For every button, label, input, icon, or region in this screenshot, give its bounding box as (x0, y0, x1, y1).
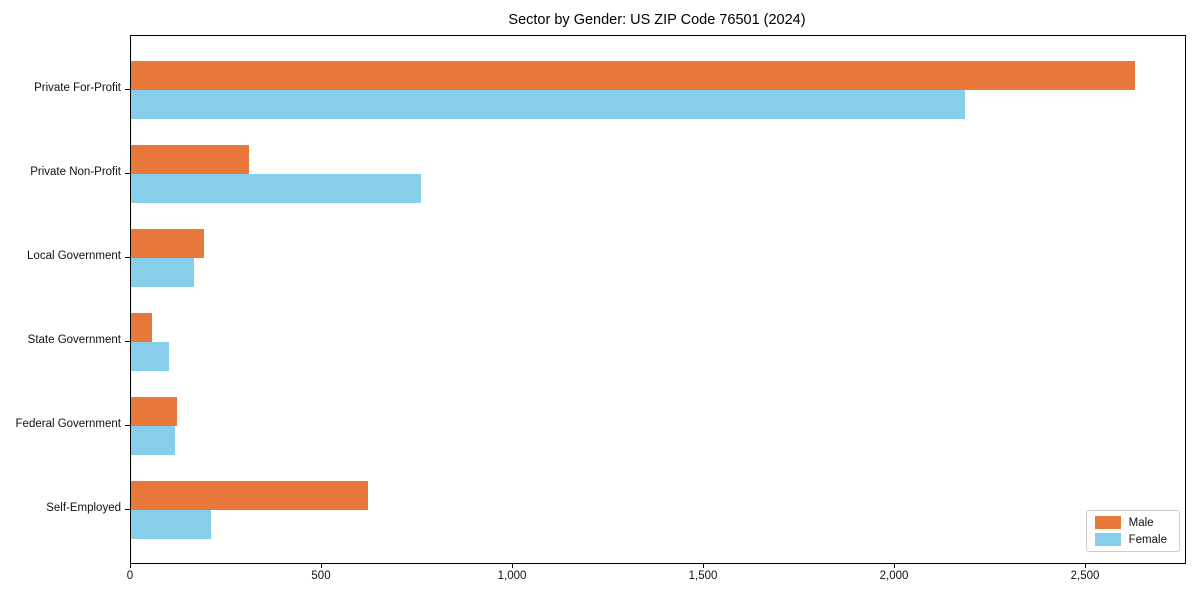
legend: Male Female (1085, 510, 1180, 552)
chart-title: Sector by Gender: US ZIP Code 76501 (202… (508, 12, 806, 28)
bar-female-state-government (131, 342, 169, 371)
xtick-mark-2,500 (1085, 563, 1086, 568)
xtick-mark-1,000 (512, 563, 513, 568)
plot-area (130, 35, 1186, 564)
ytick-mark-state-government (125, 341, 130, 342)
legend-entry-male: Male (1094, 516, 1167, 529)
ytick-label-private-non-profit: Private Non-Profit (30, 166, 121, 178)
bar-female-private-non-profit (131, 174, 421, 203)
bar-female-federal-government (131, 426, 175, 455)
xtick-mark-2,000 (894, 563, 895, 568)
ytick-mark-federal-government (125, 425, 130, 426)
ytick-mark-self-employed (125, 509, 130, 510)
xtick-mark-1,500 (703, 563, 704, 568)
xtick-mark-500 (321, 563, 322, 568)
ytick-label-state-government: State Government (27, 334, 121, 346)
ytick-label-federal-government: Federal Government (15, 418, 121, 430)
legend-label-female: Female (1128, 533, 1167, 546)
ytick-mark-private-for-profit (125, 89, 130, 90)
xtick-label-1,500: 1,500 (688, 570, 718, 582)
ytick-mark-private-non-profit (125, 173, 130, 174)
legend-label-male: Male (1128, 516, 1154, 529)
legend-swatch-male-icon (1094, 516, 1121, 529)
bar-male-federal-government (131, 397, 177, 426)
legend-entry-female: Female (1094, 533, 1167, 546)
bar-female-private-for-profit (131, 90, 965, 119)
bar-male-private-for-profit (131, 61, 1135, 90)
xtick-label-2,500: 2,500 (1070, 570, 1100, 582)
xtick-label-500: 500 (311, 570, 331, 582)
bar-male-self-employed (131, 481, 368, 510)
xtick-label-2,000: 2,000 (879, 570, 909, 582)
ytick-label-self-employed: Self-Employed (46, 502, 121, 514)
xtick-label-0: 0 (126, 570, 134, 582)
bar-female-self-employed (131, 510, 211, 539)
bar-male-private-non-profit (131, 145, 249, 174)
bar-female-local-government (131, 258, 194, 287)
ytick-mark-local-government (125, 257, 130, 258)
xtick-mark-0 (130, 563, 131, 568)
ytick-label-private-for-profit: Private For-Profit (34, 82, 121, 94)
legend-swatch-female-icon (1094, 533, 1121, 546)
bar-male-local-government (131, 229, 204, 258)
ytick-label-local-government: Local Government (27, 250, 121, 262)
bar-male-state-government (131, 313, 152, 342)
xtick-label-1,000: 1,000 (497, 570, 527, 582)
